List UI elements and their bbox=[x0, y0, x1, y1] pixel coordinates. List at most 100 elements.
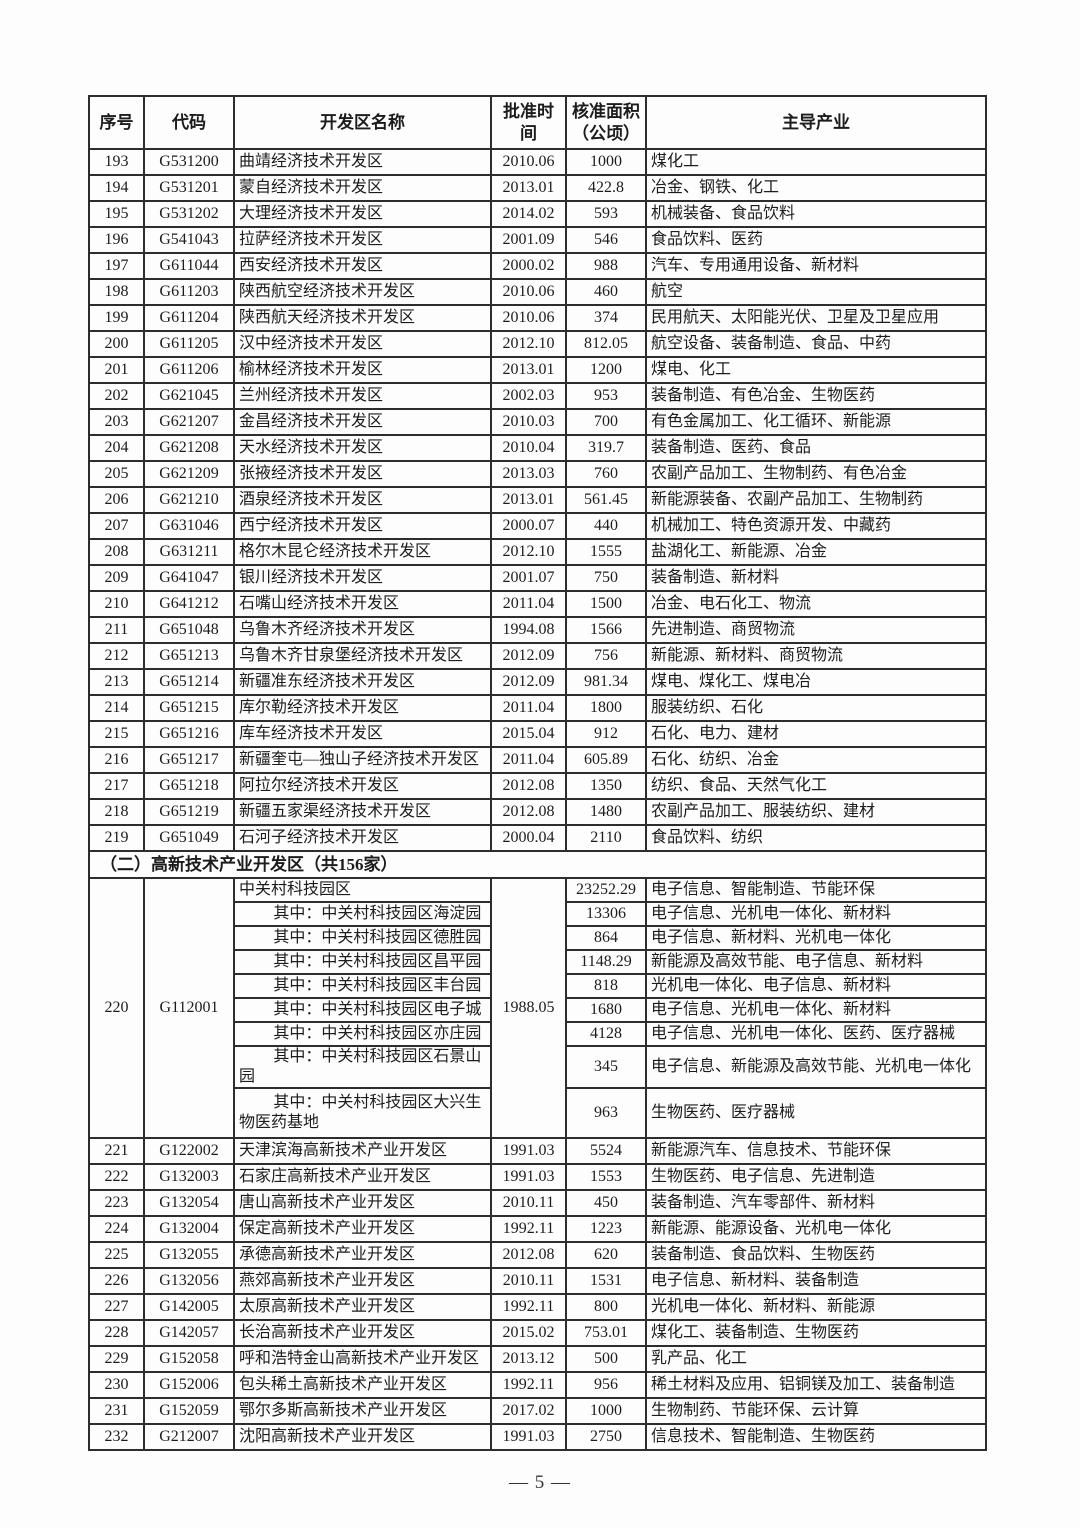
cell-code: G621208 bbox=[143, 434, 235, 462]
cell-name: 沈阳高新技术产业开发区 bbox=[233, 1423, 492, 1451]
cell-name: 银川经济技术开发区 bbox=[233, 564, 492, 592]
cell-code: G631046 bbox=[143, 512, 235, 540]
table-row: （二）高新技术产业开发区（共156家） bbox=[88, 850, 987, 879]
cell-name: 大理经济技术开发区 bbox=[233, 200, 492, 228]
cell-date: 2013.03 bbox=[490, 460, 567, 488]
cell-serial: 195 bbox=[88, 200, 145, 228]
col-header-area: 核准面积 （公顷） bbox=[565, 95, 647, 150]
table-row: 206 G621210 酒泉经济技术开发区 2013.01 561.45 新能源装备、农副… bbox=[88, 486, 987, 514]
col-header-code: 代码 bbox=[143, 95, 235, 150]
table-row: 其中：中关村科技园区德胜园 864 电子信息、新材料、光机电一体化 bbox=[89, 925, 987, 951]
table-row: 197 G611044 西安经济技术开发区 2000.02 988 汽车、专用通用设备、新… bbox=[88, 252, 987, 280]
cell-industry: 光机电一体化、电子信息、新材料 bbox=[645, 973, 987, 999]
cell-date: 2015.02 bbox=[490, 1319, 567, 1347]
cell-area: 1500 bbox=[565, 590, 647, 618]
table-row: 232 G212007 沈阳高新技术产业开发区 1991.03 2750 信息技术、智能制… bbox=[88, 1423, 987, 1451]
table-row: 其中：中关村科技园区海淀园 13306 电子信息、光机电一体化、新材料 bbox=[89, 901, 987, 927]
cell-name: 长治高新技术产业开发区 bbox=[233, 1319, 492, 1347]
cell-code: G621210 bbox=[143, 486, 235, 514]
cell-date: 1992.11 bbox=[490, 1293, 567, 1321]
cell-code: G651218 bbox=[143, 772, 235, 800]
cell-area: 818 bbox=[565, 973, 647, 999]
cell-area: 546 bbox=[565, 226, 647, 254]
table-row: 195 G531202 大理经济技术开发区 2014.02 593 机械装备、食品饮料 bbox=[88, 200, 987, 228]
table-row: 228 G142057 长治高新技术产业开发区 2015.02 753.01 煤化工、装备… bbox=[88, 1319, 987, 1347]
cell-code: G621209 bbox=[143, 460, 235, 488]
cell-code: G132004 bbox=[143, 1215, 235, 1243]
cell-area: 345 bbox=[565, 1045, 647, 1089]
cell-area: 440 bbox=[565, 512, 647, 540]
cell-name: 其中：中关村科技园区丰台园 bbox=[233, 973, 492, 999]
table-row: 213 G651214 新疆准东经济技术开发区 2012.09 981.34 煤电、煤化工… bbox=[88, 668, 987, 696]
table-row: 205 G621209 张掖经济技术开发区 2013.03 760 农副产品加工、生物制药… bbox=[88, 460, 987, 488]
cell-name: 中关村科技园区 bbox=[233, 877, 492, 903]
cell-industry: 农副产品加工、生物制药、有色冶金 bbox=[645, 460, 987, 488]
cell-serial: 219 bbox=[88, 824, 145, 852]
development-zones-table: 序号 代码 开发区名称 批准时间 核准面积 （公顷） 主导产业 193 G5312… bbox=[88, 95, 987, 1451]
cell-serial: 218 bbox=[88, 798, 145, 826]
table-row: 221 G122002 天津滨海高新技术产业开发区 1991.03 5524 新能源汽车、… bbox=[88, 1137, 987, 1165]
table-row: 其中：中关村科技园区石景山园 345 电子信息、新能源及高效节能、光机电一体化 bbox=[89, 1045, 987, 1089]
table-row: 其中：中关村科技园区昌平园 1148.29 新能源及高效节能、电子信息、新材料 bbox=[89, 949, 987, 975]
cell-serial: 207 bbox=[88, 512, 145, 540]
cell-date: 2010.11 bbox=[490, 1189, 567, 1217]
cell-area: 1000 bbox=[565, 148, 647, 176]
cell-date: 2012.10 bbox=[490, 330, 567, 358]
cell-area: 750 bbox=[565, 564, 647, 592]
table-row: 226 G132056 燕郊高新技术产业开发区 2010.11 1531 电子信息、新材料… bbox=[88, 1267, 987, 1295]
cell-code: G651048 bbox=[143, 616, 235, 644]
cell-date: 2012.10 bbox=[490, 538, 567, 566]
cell-serial: 221 bbox=[88, 1137, 145, 1165]
cell-date: 2001.09 bbox=[490, 226, 567, 254]
cell-date: 2013.12 bbox=[490, 1345, 567, 1373]
cell-area: 812.05 bbox=[565, 330, 647, 358]
cell-industry: 信息技术、智能制造、生物医药 bbox=[645, 1423, 987, 1451]
cell-industry: 冶金、钢铁、化工 bbox=[645, 174, 987, 202]
cell-industry: 装备制造、食品饮料、生物医药 bbox=[645, 1241, 987, 1269]
cell-serial: 227 bbox=[88, 1293, 145, 1321]
cell-date: 1988.05 bbox=[490, 877, 567, 1139]
cell-name: 其中：中关村科技园区电子城 bbox=[233, 997, 492, 1023]
cell-name: 石家庄高新技术产业开发区 bbox=[233, 1163, 492, 1191]
table-row: 199 G611204 陕西航天经济技术开发区 2010.06 374 民用航天、太阳能光… bbox=[88, 304, 987, 332]
cell-area: 422.8 bbox=[565, 174, 647, 202]
cell-industry: 服装纺织、石化 bbox=[645, 694, 987, 722]
header-row: 序号 代码 开发区名称 批准时间 核准面积 （公顷） 主导产业 bbox=[88, 95, 987, 150]
cell-name: 张掖经济技术开发区 bbox=[233, 460, 492, 488]
cell-code: G641047 bbox=[143, 564, 235, 592]
table-row: 203 G621207 金昌经济技术开发区 2010.03 700 有色金属加工、化工循环… bbox=[88, 408, 987, 436]
cell-date: 2013.01 bbox=[490, 356, 567, 384]
table-row: 214 G651215 库尔勒经济技术开发区 2011.04 1800 服装纺织、石化 bbox=[88, 694, 987, 722]
cell-industry: 生物制药、节能环保、云计算 bbox=[645, 1397, 987, 1425]
cell-serial: 198 bbox=[88, 278, 145, 306]
cell-name: 天津滨海高新技术产业开发区 bbox=[233, 1137, 492, 1165]
cell-industry: 有色金属加工、化工循环、新能源 bbox=[645, 408, 987, 436]
cell-name: 格尔木昆仑经济技术开发区 bbox=[233, 538, 492, 566]
cell-industry: 装备制造、新材料 bbox=[645, 564, 987, 592]
cell-area: 800 bbox=[565, 1293, 647, 1321]
table-row: 200 G611205 汉中经济技术开发区 2012.10 812.05 航空设备、装备制… bbox=[88, 330, 987, 358]
cell-code: G541043 bbox=[143, 226, 235, 254]
cell-industry: 航空设备、装备制造、食品、中药 bbox=[645, 330, 987, 358]
cell-industry: 装备制造、汽车零部件、新材料 bbox=[645, 1189, 987, 1217]
cell-code: G651213 bbox=[143, 642, 235, 670]
cell-date: 1991.03 bbox=[490, 1163, 567, 1191]
cell-serial: 211 bbox=[88, 616, 145, 644]
cell-serial: 225 bbox=[88, 1241, 145, 1269]
cell-date: 2000.07 bbox=[490, 512, 567, 540]
cell-area: 450 bbox=[565, 1189, 647, 1217]
col-header-serial: 序号 bbox=[88, 95, 145, 150]
cell-code: G611204 bbox=[143, 304, 235, 332]
cell-industry: 煤电、化工 bbox=[645, 356, 987, 384]
cell-date: 2000.02 bbox=[490, 252, 567, 280]
cell-name: 其中：中关村科技园区亦庄园 bbox=[233, 1021, 492, 1047]
table-row: 211 G651048 乌鲁木齐经济技术开发区 1994.08 1566 先进制造、商贸物… bbox=[88, 616, 987, 644]
cell-name: 唐山高新技术产业开发区 bbox=[233, 1189, 492, 1217]
cell-name: 库车经济技术开发区 bbox=[233, 720, 492, 748]
cell-code: G112001 bbox=[143, 877, 235, 1139]
cell-name: 石嘴山经济技术开发区 bbox=[233, 590, 492, 618]
cell-date: 2011.04 bbox=[490, 590, 567, 618]
cell-name: 西安经济技术开发区 bbox=[233, 252, 492, 280]
cell-name: 阿拉尔经济技术开发区 bbox=[233, 772, 492, 800]
cell-serial: 216 bbox=[88, 746, 145, 774]
